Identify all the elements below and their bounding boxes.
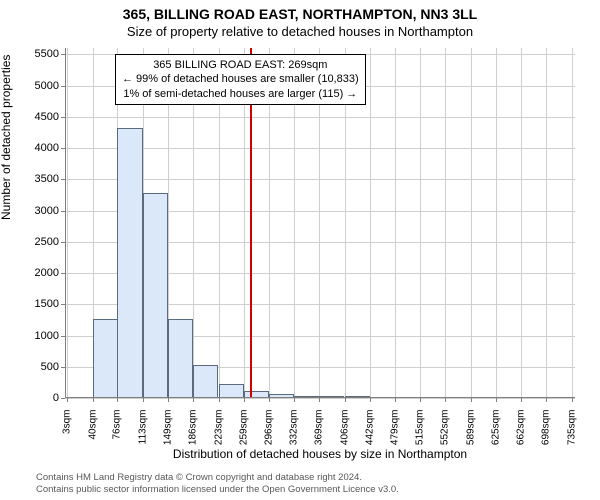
histogram-bar bbox=[219, 384, 244, 398]
x-tick-label: 625sqm bbox=[490, 410, 501, 446]
x-tick-label: 223sqm bbox=[213, 410, 224, 446]
x-tick-label: 259sqm bbox=[238, 410, 249, 446]
histogram-bar bbox=[193, 365, 218, 398]
x-tick-label: 662sqm bbox=[516, 410, 527, 446]
x-tick-mark bbox=[143, 398, 144, 402]
annotation-box: 365 BILLING ROAD EAST: 269sqm← 99% of de… bbox=[115, 54, 366, 105]
x-tick-mark bbox=[395, 398, 396, 402]
histogram-bar bbox=[244, 391, 269, 399]
x-tick-mark bbox=[294, 398, 295, 402]
histogram-bar bbox=[294, 396, 319, 399]
x-tick-mark bbox=[219, 398, 220, 402]
x-tick-mark bbox=[496, 398, 497, 402]
gridline-v bbox=[395, 48, 396, 398]
histogram-bar bbox=[117, 128, 142, 398]
y-tick-mark bbox=[61, 148, 65, 149]
x-tick-label: 113sqm bbox=[137, 410, 148, 445]
annotation-line: 1% of semi-detached houses are larger (1… bbox=[122, 87, 359, 101]
gridline-v bbox=[546, 48, 547, 398]
x-tick-label: 296sqm bbox=[264, 410, 275, 446]
histogram-bar bbox=[319, 396, 344, 398]
x-tick-label: 442sqm bbox=[364, 410, 375, 446]
y-tick-mark bbox=[61, 367, 65, 368]
x-tick-label: 479sqm bbox=[390, 410, 401, 446]
gridline-v bbox=[496, 48, 497, 398]
y-axis-label: Number of detached properties bbox=[0, 55, 13, 220]
attribution-line: Contains public sector information licen… bbox=[36, 484, 399, 496]
x-tick-mark bbox=[244, 398, 245, 402]
chart-title: 365, BILLING ROAD EAST, NORTHAMPTON, NN3… bbox=[0, 6, 600, 22]
gridline-v bbox=[572, 48, 573, 398]
x-tick-mark bbox=[345, 398, 346, 402]
gridline-v bbox=[420, 48, 421, 398]
x-tick-label: 149sqm bbox=[162, 410, 173, 446]
x-tick-mark bbox=[471, 398, 472, 402]
annotation-line: ← 99% of detached houses are smaller (10… bbox=[122, 72, 359, 86]
annotation-line: 365 BILLING ROAD EAST: 269sqm bbox=[122, 58, 359, 72]
gridline-v bbox=[471, 48, 472, 398]
x-tick-mark bbox=[546, 398, 547, 402]
y-tick-mark bbox=[61, 179, 65, 180]
gridline-v bbox=[521, 48, 522, 398]
x-tick-label: 735sqm bbox=[566, 410, 577, 446]
x-tick-mark bbox=[117, 398, 118, 402]
x-tick-mark bbox=[420, 398, 421, 402]
x-tick-label: 3sqm bbox=[62, 410, 73, 434]
y-tick-mark bbox=[61, 336, 65, 337]
y-tick-mark bbox=[61, 54, 65, 55]
x-tick-label: 698sqm bbox=[541, 410, 552, 446]
gridline-v bbox=[67, 48, 68, 398]
x-tick-mark bbox=[168, 398, 169, 402]
x-tick-mark bbox=[445, 398, 446, 402]
y-tick-mark bbox=[61, 242, 65, 243]
histogram-bar bbox=[93, 319, 118, 398]
x-tick-mark bbox=[521, 398, 522, 402]
gridline-v bbox=[445, 48, 446, 398]
x-tick-label: 186sqm bbox=[188, 410, 199, 446]
x-tick-label: 40sqm bbox=[87, 410, 98, 440]
x-tick-mark bbox=[572, 398, 573, 402]
x-axis-label: Distribution of detached houses by size … bbox=[65, 447, 575, 461]
x-tick-mark bbox=[370, 398, 371, 402]
y-tick-mark bbox=[61, 211, 65, 212]
histogram-bar bbox=[143, 193, 168, 398]
x-tick-mark bbox=[269, 398, 270, 402]
x-tick-mark bbox=[193, 398, 194, 402]
x-tick-mark bbox=[67, 398, 68, 402]
x-tick-label: 515sqm bbox=[414, 410, 425, 446]
x-tick-label: 552sqm bbox=[440, 410, 451, 446]
chart-container: 365, BILLING ROAD EAST, NORTHAMPTON, NN3… bbox=[0, 0, 600, 500]
chart-subtitle: Size of property relative to detached ho… bbox=[0, 24, 600, 39]
x-tick-label: 589sqm bbox=[465, 410, 476, 446]
histogram-bar bbox=[345, 396, 370, 398]
attribution: Contains HM Land Registry data © Crown c… bbox=[36, 472, 399, 496]
histogram-bar bbox=[269, 394, 294, 398]
x-tick-mark bbox=[319, 398, 320, 402]
y-tick-mark bbox=[61, 398, 65, 399]
gridline-v bbox=[370, 48, 371, 398]
x-tick-mark bbox=[93, 398, 94, 402]
x-tick-label: 369sqm bbox=[314, 410, 325, 446]
plot-area: 0500100015002000250030003500400045005000… bbox=[65, 48, 575, 398]
x-tick-label: 406sqm bbox=[339, 410, 350, 446]
y-tick-mark bbox=[61, 117, 65, 118]
histogram-bar bbox=[168, 319, 193, 398]
x-tick-label: 332sqm bbox=[288, 410, 299, 446]
y-tick-mark bbox=[61, 86, 65, 87]
x-tick-label: 76sqm bbox=[112, 410, 123, 440]
y-tick-mark bbox=[61, 273, 65, 274]
attribution-line: Contains HM Land Registry data © Crown c… bbox=[36, 472, 399, 484]
y-tick-mark bbox=[61, 304, 65, 305]
